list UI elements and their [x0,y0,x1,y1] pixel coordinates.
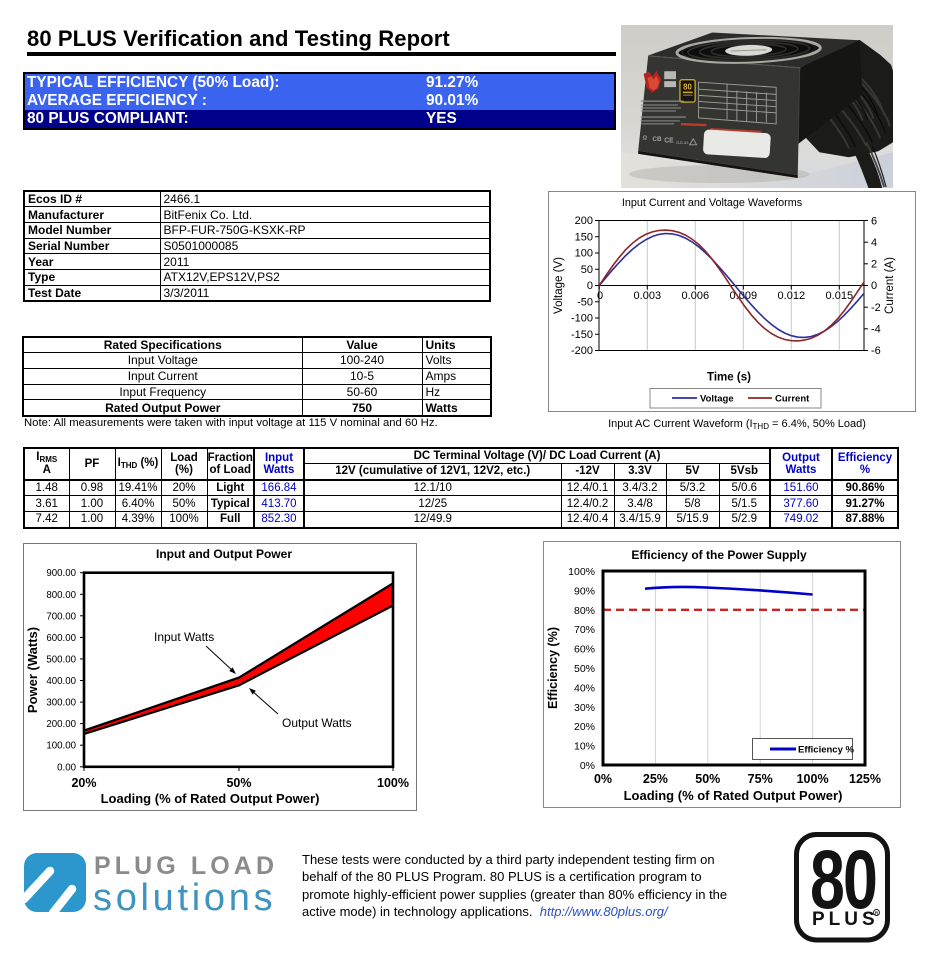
svg-text:0.006: 0.006 [682,290,710,302]
svg-text:100%: 100% [568,566,595,578]
svg-text:Input and Output Power: Input and Output Power [156,547,292,561]
svg-text:Power (Watts): Power (Watts) [25,627,40,713]
svg-text:0: 0 [587,280,593,292]
svg-text:80%: 80% [574,605,595,617]
svg-text:100%: 100% [797,772,829,786]
svg-text:0%: 0% [580,760,595,772]
svg-text:Loading (% of Rated Output Pow: Loading (% of Rated Output Power) [101,791,320,806]
svg-text:Output Watts: Output Watts [282,716,352,730]
svg-text:-2: -2 [871,302,881,314]
svg-text:300.00: 300.00 [46,698,76,709]
svg-text:Voltage (V): Voltage (V) [553,257,565,314]
svg-text:100: 100 [575,248,593,260]
svg-text:R: R [875,911,879,916]
svg-text:90%: 90% [574,585,595,597]
svg-text:20%: 20% [71,776,96,790]
svg-text:150: 150 [575,232,593,244]
svg-text:cULus: cULus [676,140,689,145]
svg-text:4: 4 [871,237,877,249]
svg-text:40%: 40% [574,682,595,694]
svg-text:-6: -6 [871,345,881,357]
svg-text:Efficiency (%): Efficiency (%) [546,627,560,709]
svg-text:Loading (% of Rated Output Pow: Loading (% of Rated Output Power) [624,788,843,803]
svg-text:-100: -100 [571,313,593,325]
svg-text:800.00: 800.00 [46,590,76,601]
svg-text:Time (s): Time (s) [707,372,751,384]
svg-text:Voltage: Voltage [700,394,734,405]
svg-text:0.00: 0.00 [57,762,76,773]
svg-text:60%: 60% [574,644,595,656]
svg-text:10%: 10% [574,741,595,753]
svg-text:0: 0 [871,280,877,292]
svg-text:50%: 50% [226,776,251,790]
svg-text:100%: 100% [377,776,409,790]
svg-text:Input Current and Voltage Wave: Input Current and Voltage Waveforms [622,197,803,209]
svg-text:200: 200 [575,215,593,227]
svg-text:70%: 70% [574,624,595,636]
svg-text:0: 0 [597,290,603,302]
svg-text:900.00: 900.00 [46,568,76,579]
svg-text:Current (A): Current (A) [884,257,896,314]
svg-text:600.00: 600.00 [46,633,76,644]
svg-text:30%: 30% [574,702,595,714]
svg-text:20%: 20% [574,721,595,733]
svg-text:-50: -50 [577,297,593,309]
svg-text:0.015: 0.015 [826,290,854,302]
svg-text:0.003: 0.003 [634,290,662,302]
svg-text:CB: CB [652,136,662,143]
svg-text:50%: 50% [695,772,720,786]
svg-text:500.00: 500.00 [46,654,76,665]
svg-text:-150: -150 [571,329,593,341]
svg-text:2: 2 [871,259,877,271]
svg-text:700.00: 700.00 [46,611,76,622]
svg-text:Input Watts: Input Watts [154,630,214,644]
svg-text:PLUS: PLUS [812,909,879,930]
svg-text:-200: -200 [571,345,593,357]
svg-text:50%: 50% [574,663,595,675]
svg-text:100.00: 100.00 [46,741,76,752]
svg-text:75%: 75% [748,772,773,786]
svg-text:400.00: 400.00 [46,676,76,687]
svg-text:0%: 0% [594,772,612,786]
svg-text:0.012: 0.012 [778,290,806,302]
svg-text:50: 50 [581,264,593,276]
svg-text:80: 80 [683,83,692,92]
svg-text:Current: Current [775,394,810,405]
svg-text:125%: 125% [849,772,881,786]
svg-text:25%: 25% [643,772,668,786]
svg-text:Ω: Ω [643,135,648,141]
svg-text:200.00: 200.00 [46,719,76,730]
svg-text:6: 6 [871,216,877,228]
svg-text:-4: -4 [871,324,881,336]
svg-text:CE: CE [664,137,674,144]
svg-text:Efficiency of the Power Supply: Efficiency of the Power Supply [631,548,807,562]
svg-text:80: 80 [810,832,876,926]
svg-text:Efficiency %: Efficiency % [798,745,855,756]
